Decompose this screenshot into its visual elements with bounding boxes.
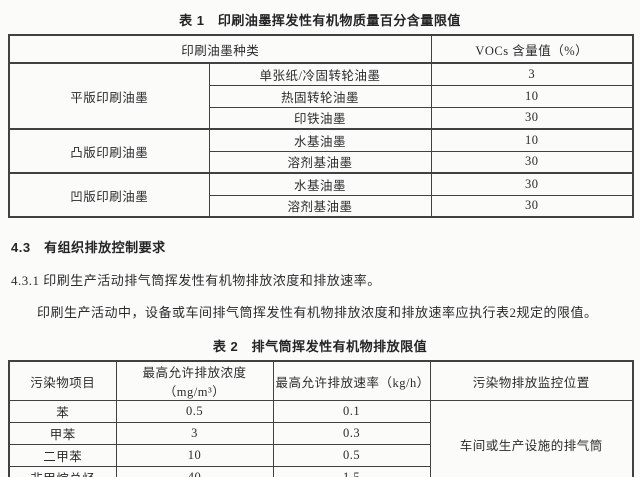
table-row: 平版印刷油墨 单张纸/冷固转轮油墨 3 <box>8 62 634 130</box>
table2-pollutant: 苯 <box>8 400 117 423</box>
table1-ink-voc-content-limits: 印刷油墨种类 VOCs 含量值（%） 平版印刷油墨 单张纸/冷固转轮油墨 3 热… <box>8 34 635 218</box>
table1-category-letterpress: 凸版印刷油墨 <box>8 128 210 174</box>
table1-voc-value: 30 <box>430 194 634 218</box>
table-row: 溶剂基油墨 30 <box>9 194 634 218</box>
table-row: 凸版印刷油墨 水基油墨 10 <box>8 128 634 174</box>
table-row: 甲苯 3 0.3 <box>8 422 633 445</box>
table2-monitoring-location: 车间或生产设施的排气筒 <box>429 400 634 477</box>
table1-header-row: 印刷油墨种类 VOCs 含量值（%） <box>8 34 634 64</box>
table-row: 非甲烷总烃 40 1.5 <box>8 466 633 477</box>
table1-ink-name: 热固转轮油墨 <box>208 84 432 108</box>
table2-rate: 0.1 <box>272 400 431 423</box>
table2-rate: 0.3 <box>272 422 431 445</box>
table2-concentration: 40 <box>115 466 274 477</box>
table1-voc-value: 10 <box>430 128 634 152</box>
table1-voc-value: 30 <box>430 106 634 130</box>
table1-voc-value: 10 <box>430 84 634 108</box>
table2-pollutant: 非甲烷总烃 <box>8 466 117 477</box>
table1-voc-value: 30 <box>430 172 634 196</box>
table2-concentration: 3 <box>115 422 274 445</box>
clause-4-3-1: 4.3.1 印刷生产活动排气筒挥发性有机物排放浓度和排放速率。 <box>11 273 381 288</box>
table2-stack-emission-limits: 污染物项目 最高允许排放浓度（mg/m³） 最高允许排放速率（kg/h） 污染物… <box>8 360 634 477</box>
table1-ink-name: 溶剂基油墨 <box>208 194 432 218</box>
table2-concentration: 10 <box>115 444 274 467</box>
table2-header-max-rate: 最高允许排放速率（kg/h） <box>272 360 431 401</box>
table1-ink-name: 溶剂基油墨 <box>208 150 432 174</box>
table-row: 溶剂基油墨 30 <box>9 150 634 174</box>
table1-category-lithographic: 平版印刷油墨 <box>8 62 210 130</box>
table1-header-voc-value: VOCs 含量值（%） <box>430 34 634 64</box>
section-heading-4-3: 4.3 有组织排放控制要求 <box>11 240 166 255</box>
table1-voc-value: 30 <box>430 150 634 174</box>
table-row: 苯 0.5 0.1 车间或生产设施的排气筒 <box>8 400 634 477</box>
table2-rate: 1.5 <box>272 466 431 477</box>
table2-pollutant: 二甲苯 <box>8 444 117 467</box>
table2-header-row: 污染物项目 最高允许排放浓度（mg/m³） 最高允许排放速率（kg/h） 污染物… <box>8 360 634 401</box>
table2-rate: 0.5 <box>272 444 431 467</box>
table1-category-gravure: 凹版印刷油墨 <box>8 172 210 218</box>
table1-voc-value: 3 <box>430 62 634 86</box>
section-paragraph: 印刷生产活动中，设备或车间排气筒挥发性有机物排放浓度和排放速率应执行表2规定的限… <box>37 305 598 320</box>
table1-ink-name: 水基油墨 <box>208 128 432 152</box>
table2-pollutant: 甲苯 <box>8 422 117 445</box>
table1-ink-name: 印铁油墨 <box>208 106 432 130</box>
table2-concentration: 0.5 <box>115 400 274 423</box>
table1-ink-name: 单张纸/冷固转轮油墨 <box>208 62 432 86</box>
table-row: 凹版印刷油墨 水基油墨 30 <box>8 172 634 218</box>
table2-header-monitoring-location: 污染物排放监控位置 <box>429 360 634 401</box>
table2-header-max-concentration: 最高允许排放浓度（mg/m³） <box>115 360 274 401</box>
table2-title: 表 2 排气筒挥发性有机物排放限值 <box>212 339 428 354</box>
table2-header-pollutant: 污染物项目 <box>8 360 117 401</box>
table1-title: 表 1 印刷油墨挥发性有机物质量百分含量限值 <box>179 13 461 28</box>
table1-ink-name: 水基油墨 <box>208 172 432 196</box>
table1-header-ink-type: 印刷油墨种类 <box>8 34 432 64</box>
